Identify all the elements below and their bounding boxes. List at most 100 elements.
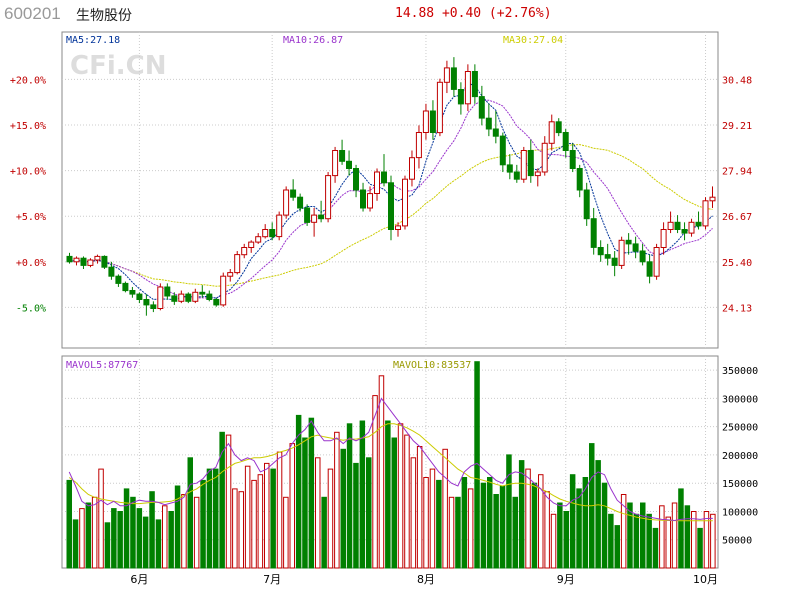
volume-bar <box>550 513 557 569</box>
volume-bar <box>162 505 168 569</box>
volume-bar <box>244 465 251 569</box>
volume-bar <box>620 494 627 569</box>
volume-bar <box>506 454 512 569</box>
month-label: 10月 <box>693 573 718 586</box>
left-axis-tick-label: +15.0% <box>10 121 46 132</box>
candle-body <box>353 168 359 191</box>
candle-body <box>597 247 604 256</box>
candle-body <box>192 291 199 302</box>
candle-body <box>115 275 122 284</box>
mavol10-line <box>68 423 713 522</box>
candle-body <box>555 121 562 134</box>
candle-body <box>360 189 366 209</box>
right-axis-tick-label: 30.48 <box>722 75 752 86</box>
volume-bar <box>678 488 684 569</box>
volume-axis-tick-label: 300000 <box>722 394 758 405</box>
volume-bar <box>149 491 155 569</box>
volume-bar <box>378 375 385 569</box>
candle-body <box>311 214 318 223</box>
candle-body <box>688 221 695 234</box>
volume-bar <box>206 468 213 569</box>
candle-body <box>367 193 373 209</box>
price-quote: 14.88 +0.40 (+2.76%) <box>395 6 552 21</box>
volume-bar <box>264 462 270 569</box>
candle-body <box>143 299 150 306</box>
candle-body <box>506 164 513 173</box>
candle-body <box>695 221 702 227</box>
volume-bar <box>257 474 264 569</box>
mavol5-line <box>68 397 713 522</box>
candle-body <box>681 229 688 234</box>
volume-bar <box>283 496 289 569</box>
candle-body <box>150 304 157 309</box>
candle-body <box>576 168 583 191</box>
volume-bar <box>372 395 378 569</box>
volume-bar <box>187 457 193 569</box>
watermark-text: CFi.CN <box>70 51 166 81</box>
candle-body <box>101 255 108 268</box>
volume-bar <box>200 479 206 569</box>
candle-body <box>220 275 227 306</box>
candle-body <box>450 67 457 90</box>
volume-bar <box>684 505 691 569</box>
volume-bar <box>72 519 79 569</box>
volume-bar <box>493 494 499 569</box>
volume-bar <box>174 485 181 569</box>
candle-body <box>87 259 94 266</box>
volume-bar <box>563 511 569 569</box>
candle-body <box>583 189 590 220</box>
volume-axis-tick-label: 250000 <box>722 423 758 434</box>
candle-body <box>346 160 352 170</box>
month-label: 9月 <box>557 573 575 586</box>
volume-bar <box>181 494 187 569</box>
candle-body <box>541 142 548 173</box>
candle-body <box>436 81 443 134</box>
candle-body <box>122 282 129 292</box>
volume-bar <box>104 522 111 569</box>
left-axis-tick-label: +5.0% <box>16 212 46 223</box>
candle-body <box>395 225 401 230</box>
candle-body <box>248 241 255 249</box>
candle-body <box>290 189 297 198</box>
volume-bar <box>136 508 143 569</box>
volume-bar <box>659 505 665 569</box>
volume-bar <box>193 496 200 569</box>
candle-body <box>632 243 639 252</box>
volume-bar <box>455 496 461 569</box>
volume-bar <box>442 448 448 569</box>
volume-bar <box>499 485 506 569</box>
volume-bar <box>327 468 334 569</box>
candle-body <box>213 299 220 306</box>
candle-body <box>185 293 192 302</box>
volume-bar <box>461 477 468 569</box>
volume-bar <box>671 502 678 569</box>
candle-body <box>415 132 422 159</box>
left-axis-tick-label: +10.0% <box>10 167 46 178</box>
candle-body <box>527 150 534 177</box>
volume-bar <box>123 488 130 569</box>
volume-bar <box>512 496 518 569</box>
month-label: 8月 <box>417 573 435 586</box>
volume-axis-tick-label: 350000 <box>722 366 758 377</box>
candle-body <box>499 135 506 166</box>
volume-bar <box>703 511 710 569</box>
volume-bar <box>608 513 614 569</box>
candle-body <box>653 247 660 277</box>
right-axis-tick-label: 24.13 <box>722 303 752 314</box>
candle-body <box>611 257 618 266</box>
legend-ma10: MA10:26.87 <box>283 35 343 46</box>
candle-body <box>339 150 346 162</box>
header: 600201 生物股份 14.88 +0.40 (+2.76%) <box>0 0 800 30</box>
legend-mavol10: MAVOL10:83537 <box>393 360 471 371</box>
volume-bar <box>391 437 397 569</box>
candle-body <box>562 132 569 151</box>
candle-body <box>590 218 597 248</box>
volume-bar <box>295 414 302 569</box>
candle-body <box>548 121 555 144</box>
right-axis-tick-label: 25.40 <box>722 258 752 269</box>
volume-bar <box>91 496 98 569</box>
candle-body <box>80 257 87 266</box>
candle-body <box>171 295 178 302</box>
candle-body <box>164 286 171 297</box>
